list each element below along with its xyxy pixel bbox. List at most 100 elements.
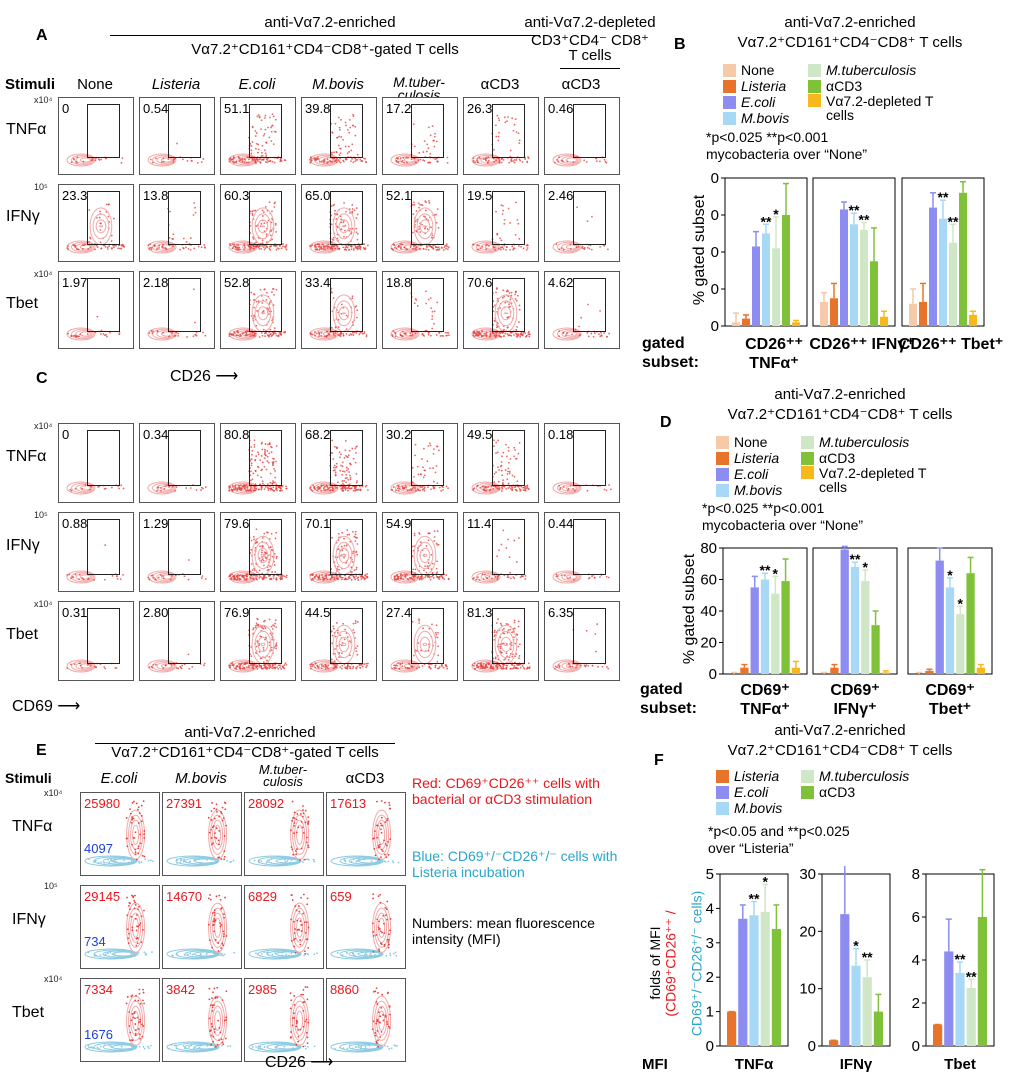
flow-panel: 17613: [326, 792, 406, 876]
panel-e-header-rule: [95, 743, 395, 744]
bar: [840, 549, 849, 674]
flow-plot: [66, 544, 124, 584]
mfi-red-value: 2985: [248, 982, 277, 997]
bar: [738, 918, 748, 1046]
legend-swatch: [801, 769, 814, 783]
flow-plot: [228, 113, 287, 167]
flow-panel: 49.5: [463, 423, 539, 503]
legend-item: E.coli: [723, 94, 775, 110]
stimulus-label: M.bovis: [175, 770, 227, 787]
flow-panel: 2.46: [544, 184, 620, 262]
gate-box: [411, 430, 444, 486]
legend-swatch: [716, 451, 729, 465]
legend-item: E.coli: [716, 784, 768, 800]
y-axis-label-b: (CD69⁺CD26⁺⁺ /: [662, 910, 679, 1017]
legend-item: M.bovis: [716, 482, 782, 498]
gate-box: [168, 430, 201, 486]
gate-percentage: 2.80: [143, 605, 169, 620]
bar: [880, 316, 888, 326]
y-axis-label-a: folds of MFI: [647, 926, 663, 1000]
gate-box: [87, 608, 120, 664]
bar: [820, 301, 828, 326]
y-tick-label: 20: [710, 281, 719, 298]
bar: [929, 207, 937, 326]
legend-label: αCD3: [826, 78, 863, 94]
bar: [969, 314, 977, 326]
significance-star: **: [761, 213, 772, 229]
stimulus-label: αCD3: [345, 770, 385, 787]
flow-plot: [309, 529, 369, 584]
mfi-red-value: 7334: [84, 982, 113, 997]
gate-box: [411, 104, 444, 158]
bar: [760, 579, 770, 674]
legend-item: M.tuberculosis: [808, 62, 916, 78]
axis-exponent: x10⁴: [34, 269, 53, 279]
flow-panel: 52.8: [220, 271, 296, 349]
legend-swatch: [716, 483, 729, 497]
stats-note-1: *p<0.025 **p<0.001: [706, 129, 829, 145]
y-axis-label: % gated subset: [691, 194, 708, 306]
y-tick-label: 30: [799, 866, 816, 883]
mfi-label: MFI: [642, 1056, 668, 1073]
y-tick-label: 80: [710, 170, 719, 187]
significance-star: **: [938, 189, 949, 205]
flow-panel: 29145 734: [80, 885, 160, 969]
legend-label: Vα7.2-depleted T cells: [826, 93, 934, 123]
axis-exponent: x10⁴: [44, 788, 63, 798]
legend-item: M.tuberculosis: [801, 434, 909, 450]
y-tick-label: 3: [706, 935, 714, 952]
gate-percentage: 6.35: [548, 605, 574, 620]
flow-panel: 54.9: [382, 512, 458, 592]
flow-plot: [228, 617, 288, 673]
legend-item: None: [723, 62, 774, 78]
bar: [873, 1011, 883, 1046]
stimulus-label: αCD3: [561, 76, 601, 93]
panel-title-1: anti-Vα7.2-enriched: [784, 14, 916, 31]
gate-box: [168, 519, 201, 575]
flow-panel: 25980 4097: [80, 792, 160, 876]
legend-swatch: [808, 79, 821, 93]
gate-percentage: 0.54: [143, 101, 169, 116]
bar: [935, 560, 944, 674]
legend-item: Listeria: [716, 768, 779, 784]
flow-plot: [471, 201, 529, 254]
panel-a-stimuli-label: Stimuli: [5, 76, 56, 93]
panel-a-enriched-title: anti-Vα7.2-enriched: [264, 14, 396, 31]
gate-box: [249, 104, 282, 158]
gate-percentage: 80.8: [224, 427, 250, 442]
legend-item: Listeria: [716, 450, 779, 466]
bar: [829, 1040, 839, 1046]
stimulus-label: M.bovis: [312, 76, 364, 93]
bar: [955, 972, 965, 1046]
stats-note-1: *p<0.05 and **p<0.025: [708, 823, 850, 839]
legend-label: M.tuberculosis: [819, 768, 910, 784]
flow-panel: 33.4: [301, 271, 377, 349]
panel-a-letter: A: [36, 27, 48, 44]
gate-box: [168, 104, 201, 158]
panel-e-letter: E: [36, 742, 47, 759]
flow-panel: 0.18: [544, 423, 620, 503]
bar: [830, 667, 839, 674]
y-tick-label: 0: [808, 1038, 816, 1052]
bar: [750, 587, 759, 674]
bar: [977, 917, 987, 1046]
legend-swatch: [723, 63, 736, 77]
bar: [933, 1024, 943, 1046]
y-tick-label: 20: [700, 635, 717, 652]
legend-swatch: [716, 785, 729, 799]
flow-plot: [66, 203, 126, 254]
significance-star: **: [849, 202, 860, 218]
gate-box: [573, 608, 606, 664]
gate-box: [492, 430, 525, 486]
y-axis-label: % gated subset: [681, 553, 698, 665]
gate-percentage: 1.29: [143, 516, 169, 531]
legend-label: Vα7.2-depleted T cells: [819, 465, 927, 495]
gate-percentage: 0.31: [62, 605, 88, 620]
gate-percentage: 13.8: [143, 188, 169, 203]
flow-panel: 52.1: [382, 184, 458, 262]
significance-star: **: [859, 211, 870, 227]
bar: [871, 625, 880, 674]
y-tick-label: 40: [710, 244, 719, 261]
flow-panel: 80.8: [220, 423, 296, 503]
